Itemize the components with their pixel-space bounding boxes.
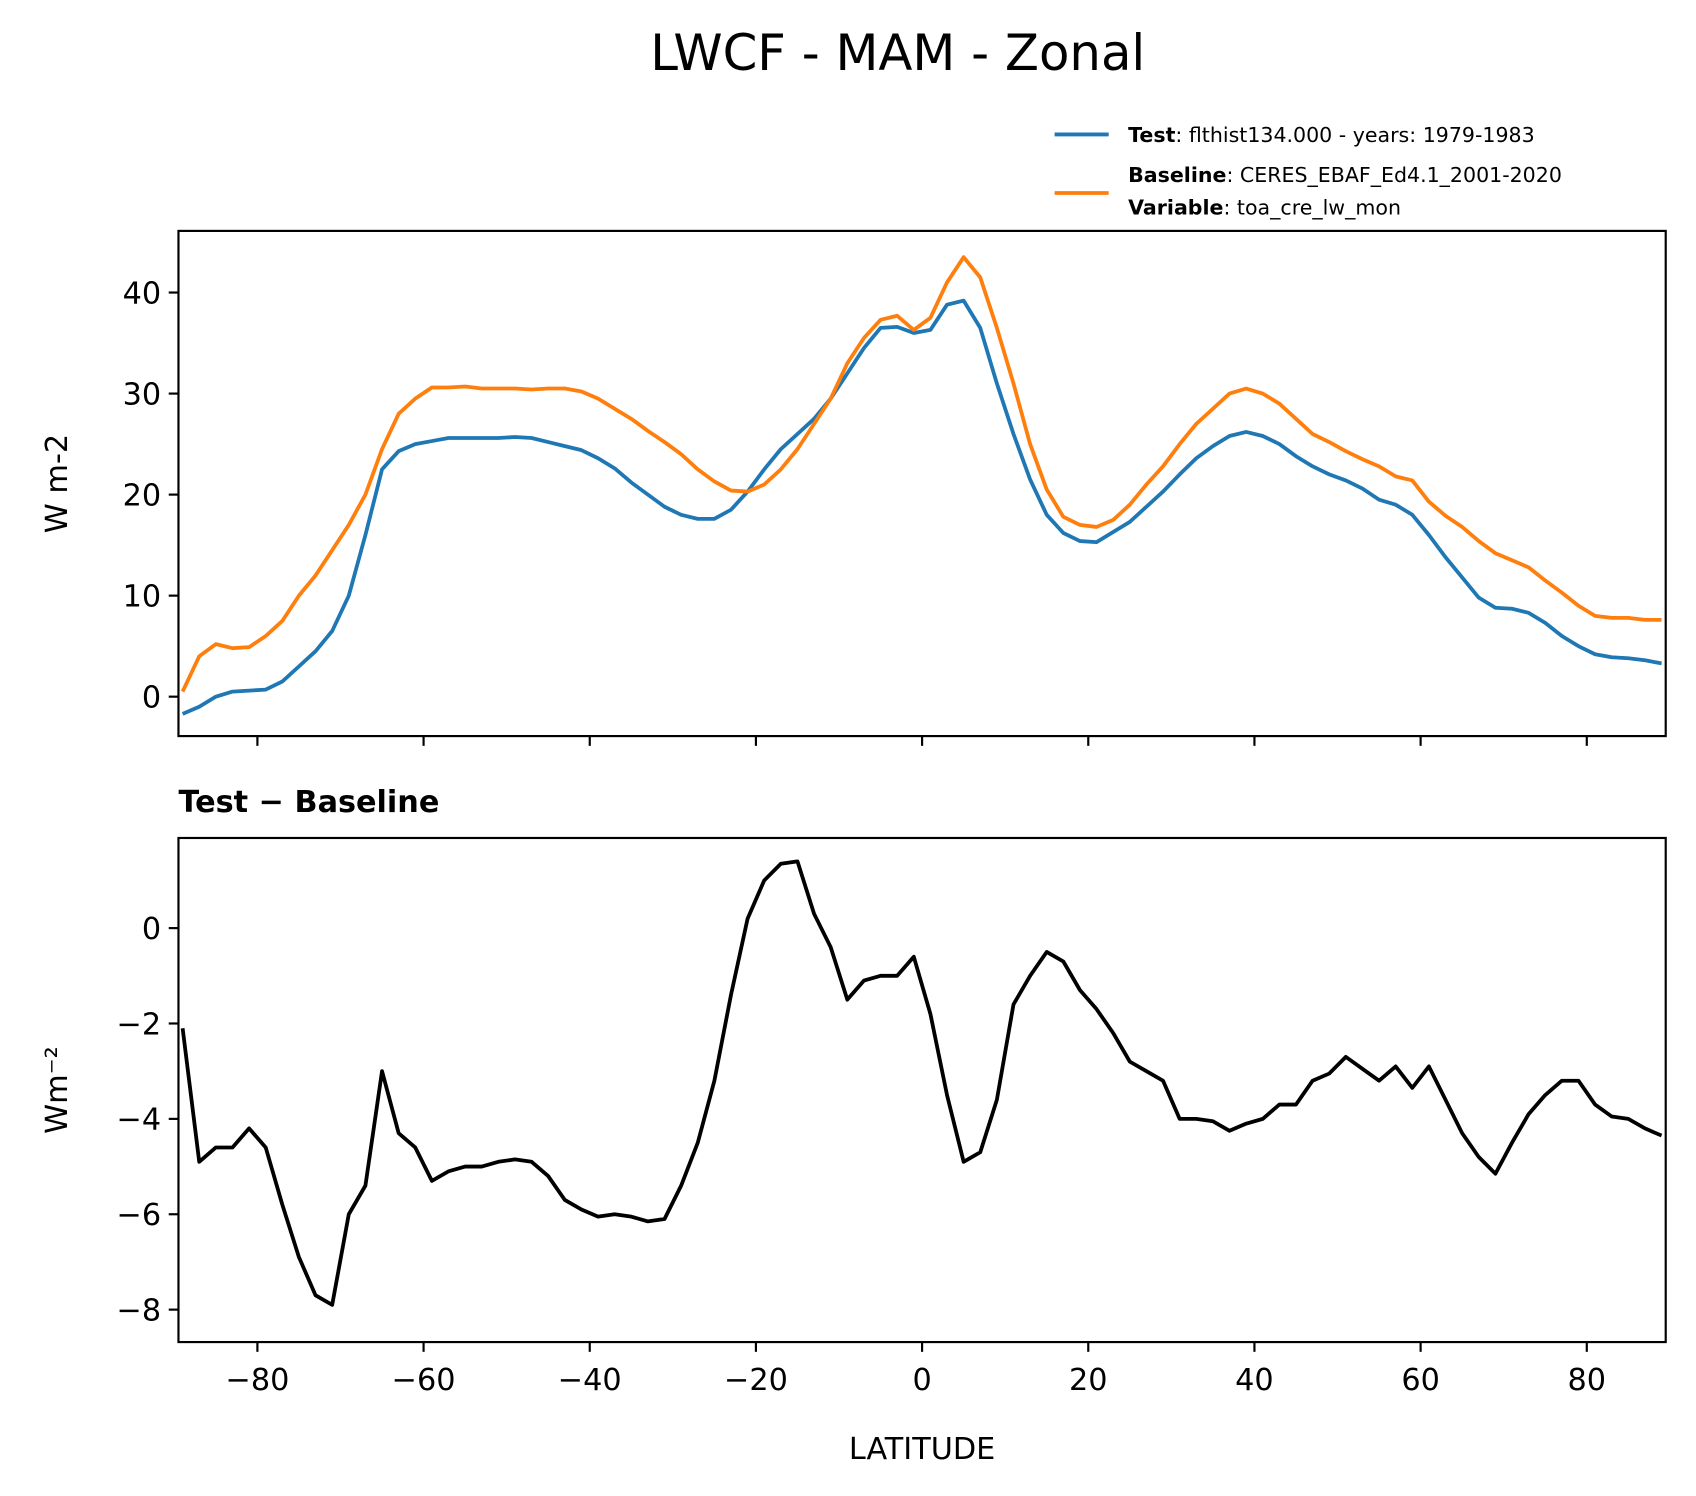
y-axis-label: Wm⁻² — [40, 1046, 75, 1134]
x-tick-label: 80 — [1568, 1363, 1607, 1398]
x-tick-label: 40 — [1235, 1363, 1274, 1398]
figure-title: LWCF - MAM - Zonal — [650, 24, 1145, 82]
data-line — [180, 859, 1663, 1307]
legend-name: Test — [1128, 123, 1175, 147]
axes-title: Test − Baseline — [178, 785, 439, 820]
x-tick-label: 60 — [1401, 1363, 1440, 1398]
legend-entry: Baseline: CERES_EBAF_Ed4.1_2001-2020 — [1128, 163, 1562, 188]
legend-entry: Test: flthist134.000 - years: 1979-1983 — [1128, 123, 1535, 147]
y-tick-label: 10 — [123, 579, 162, 614]
legend-name: Baseline — [1128, 163, 1226, 187]
y-tick-label: −2 — [117, 1007, 162, 1042]
data-line — [180, 255, 1662, 693]
data-line — [181, 298, 1662, 716]
x-tick-label: −40 — [558, 1363, 622, 1398]
x-tick-label: −80 — [225, 1363, 289, 1398]
y-tick-label: −4 — [117, 1103, 162, 1138]
y-tick-label: 0 — [142, 912, 161, 947]
y-tick-label: −6 — [117, 1198, 162, 1233]
legend-description: : flthist134.000 - years: 1979-1983 — [1175, 123, 1534, 147]
axes-frame — [177, 229, 1667, 738]
y-tick-label: −8 — [117, 1293, 162, 1328]
x-axis-label: LATITUDE — [849, 1432, 995, 1467]
y-tick-label: 20 — [123, 478, 162, 513]
y-axis-label: W m-2 — [40, 434, 75, 533]
x-tick-label: 20 — [1069, 1363, 1108, 1398]
y-tick-label: 40 — [123, 276, 162, 311]
x-tick-label: 0 — [912, 1363, 931, 1398]
legend-variable: : toa_cre_lw_mon — [1223, 196, 1400, 221]
y-tick-label: 0 — [142, 680, 161, 715]
x-tick-label: −60 — [392, 1363, 456, 1398]
legend-description: : CERES_EBAF_Ed4.1_2001-2020 — [1226, 163, 1561, 188]
x-tick-label: −20 — [724, 1363, 788, 1398]
legend-entry: Variable: toa_cre_lw_mon — [1128, 196, 1401, 221]
y-tick-label: 30 — [123, 377, 162, 412]
legend-variable-name: Variable — [1128, 196, 1223, 220]
